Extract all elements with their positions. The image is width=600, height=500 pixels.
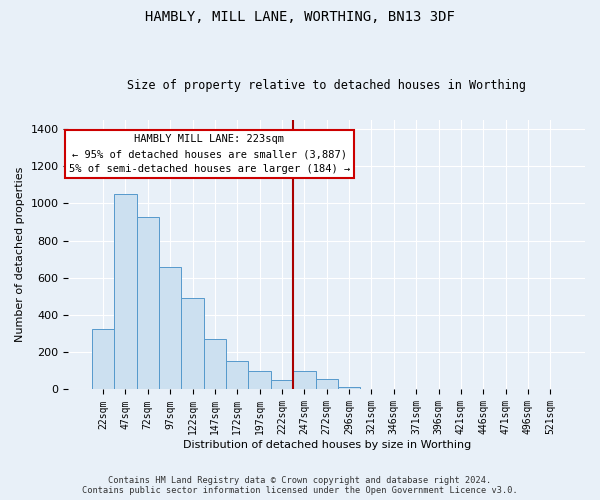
Bar xyxy=(293,371,316,390)
Bar xyxy=(204,339,226,390)
Bar xyxy=(114,194,137,390)
Text: HAMBLY, MILL LANE, WORTHING, BN13 3DF: HAMBLY, MILL LANE, WORTHING, BN13 3DF xyxy=(145,10,455,24)
Bar xyxy=(248,371,271,390)
Bar xyxy=(405,389,427,390)
Bar xyxy=(360,389,383,390)
Bar xyxy=(383,389,405,390)
Title: Size of property relative to detached houses in Worthing: Size of property relative to detached ho… xyxy=(127,79,526,92)
Bar xyxy=(271,380,293,390)
Bar xyxy=(159,266,181,390)
Bar xyxy=(316,379,338,390)
Bar xyxy=(181,298,204,390)
Bar xyxy=(338,386,360,390)
X-axis label: Distribution of detached houses by size in Worthing: Distribution of detached houses by size … xyxy=(182,440,471,450)
Bar xyxy=(92,329,114,390)
Text: Contains HM Land Registry data © Crown copyright and database right 2024.
Contai: Contains HM Land Registry data © Crown c… xyxy=(82,476,518,495)
Bar xyxy=(137,218,159,390)
Text: HAMBLY MILL LANE: 223sqm
← 95% of detached houses are smaller (3,887)
5% of semi: HAMBLY MILL LANE: 223sqm ← 95% of detach… xyxy=(68,134,350,174)
Y-axis label: Number of detached properties: Number of detached properties xyxy=(15,167,25,342)
Bar xyxy=(226,360,248,390)
